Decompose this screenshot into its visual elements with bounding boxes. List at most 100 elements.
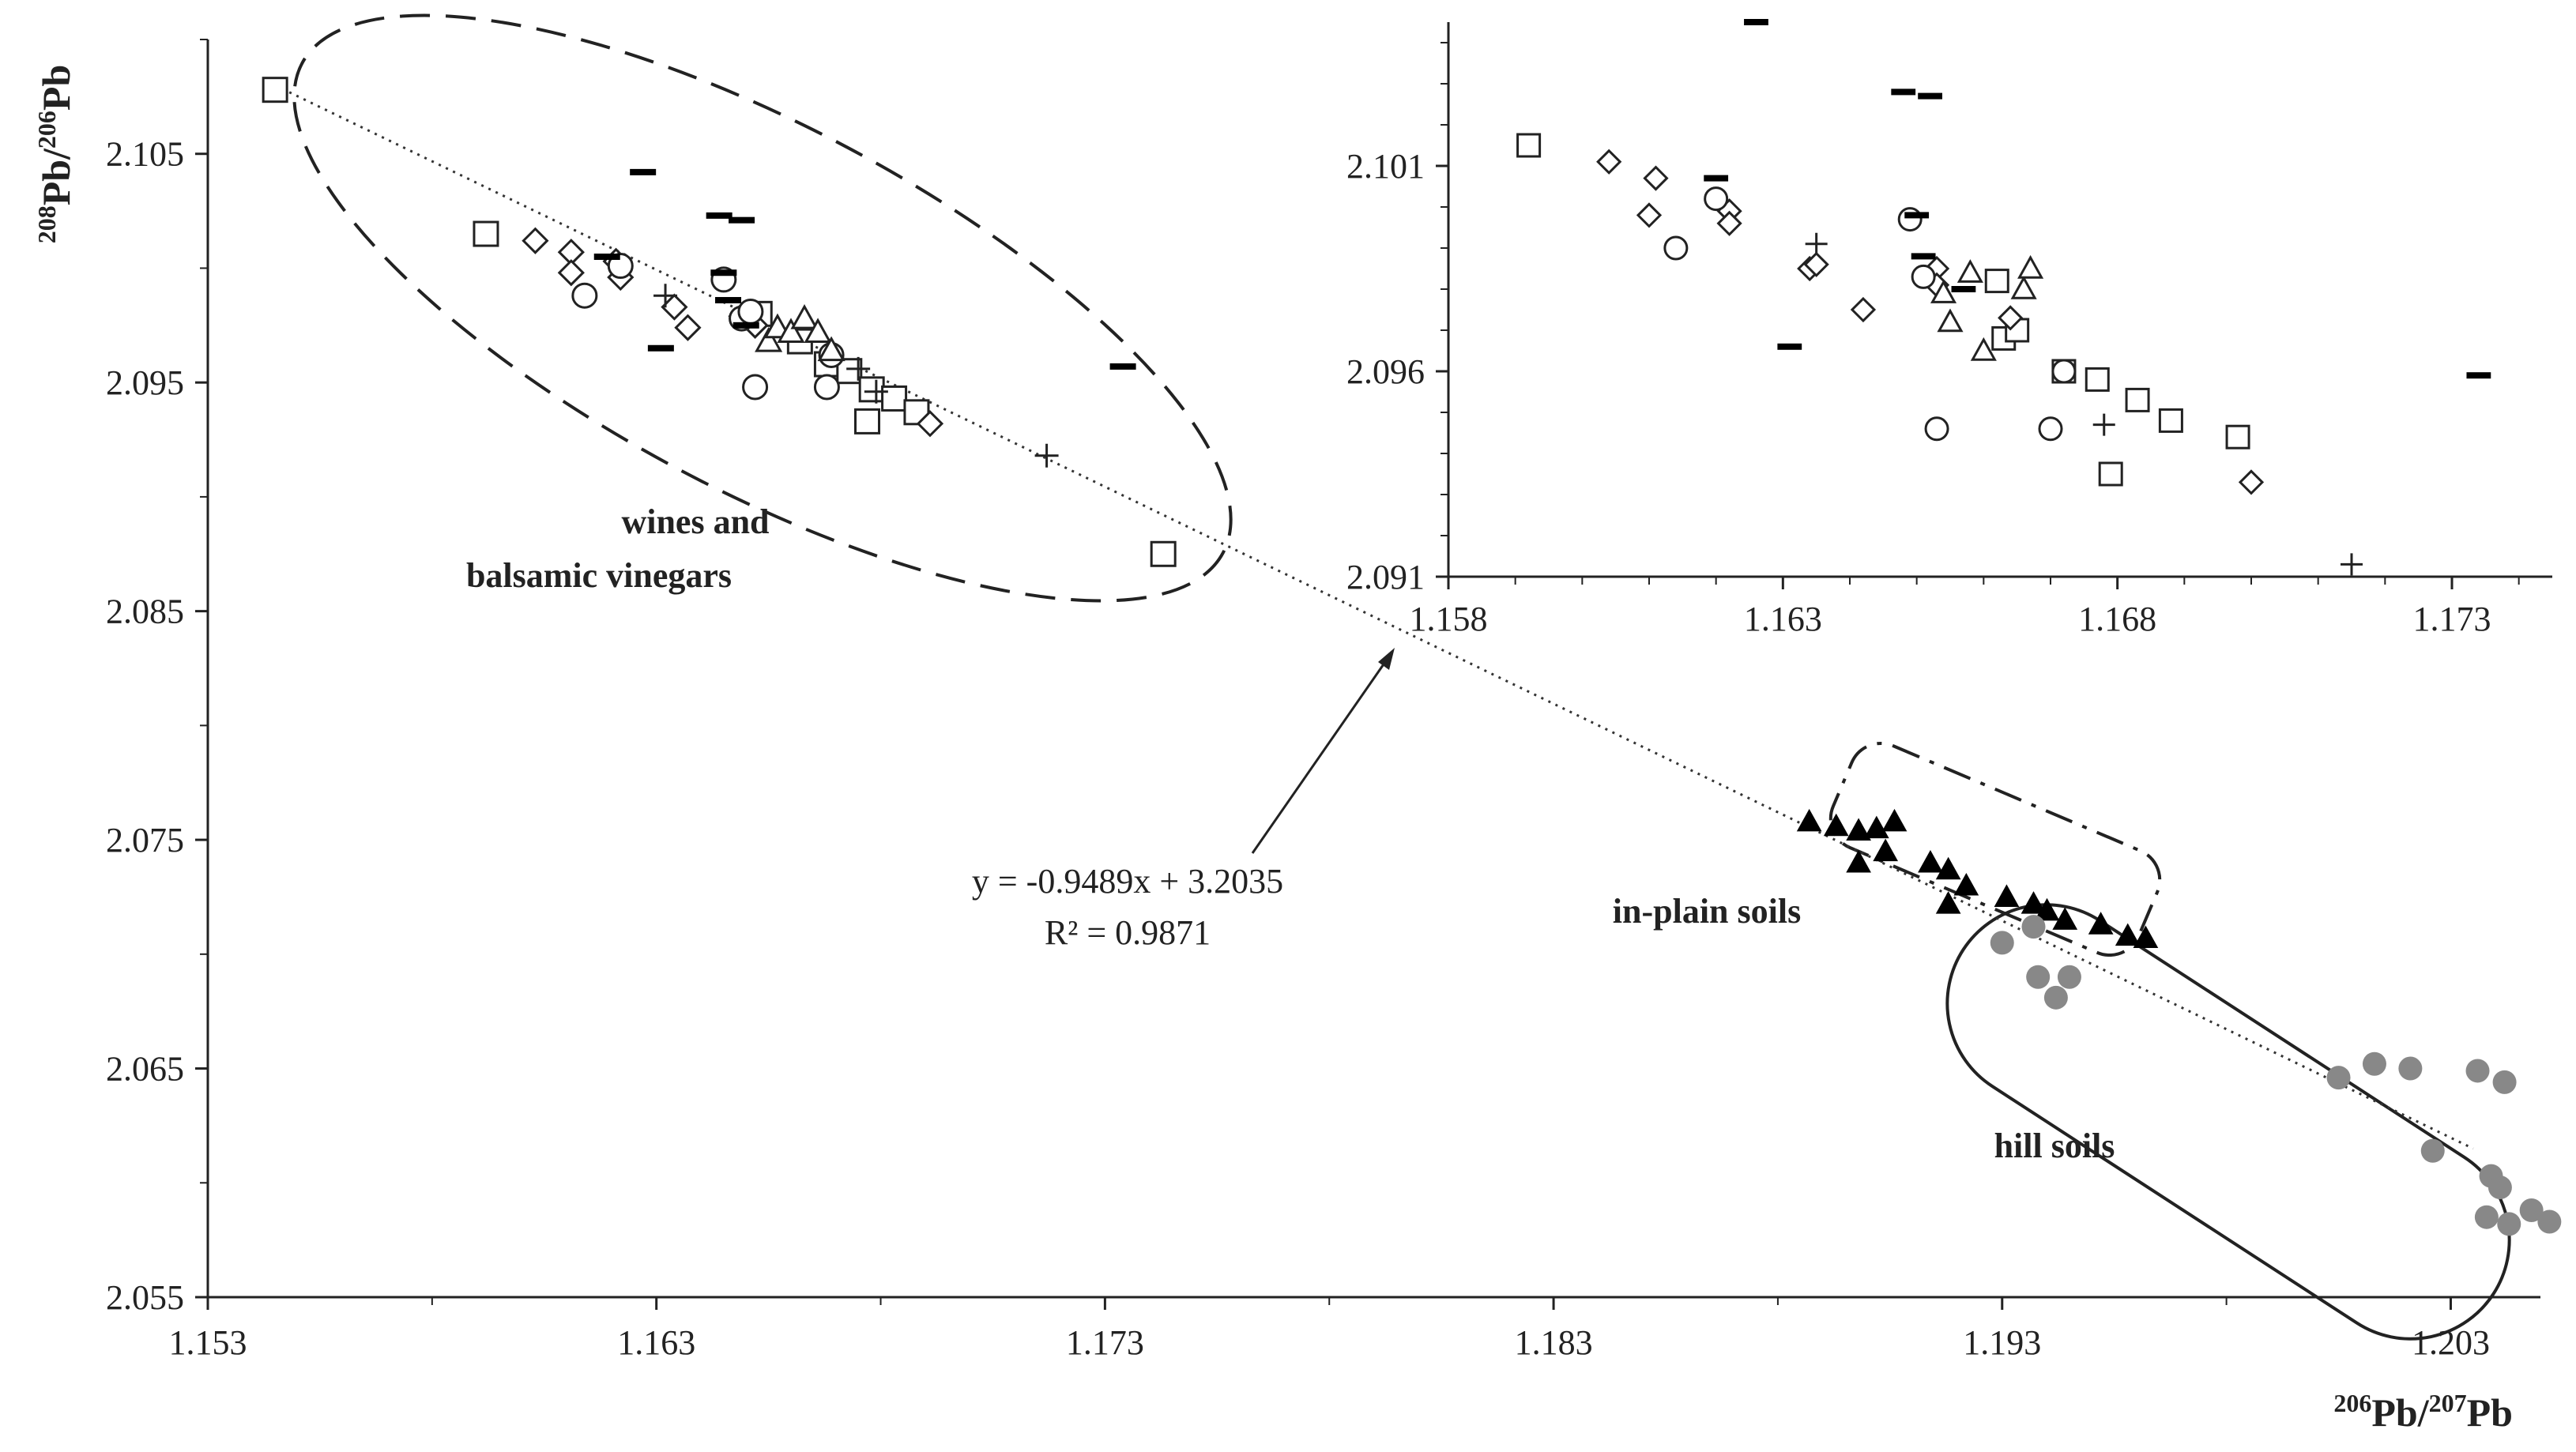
open-diamond-point-94 bbox=[1643, 165, 1669, 191]
open-square-point-89 bbox=[2125, 387, 2150, 412]
bar-point-127 bbox=[1951, 286, 1976, 292]
open-square-point-1 bbox=[473, 220, 499, 247]
open-circle-point-106 bbox=[1663, 235, 1689, 261]
filled-circle-point-76 bbox=[2492, 1070, 2517, 1094]
open-square-point-7 bbox=[881, 385, 908, 412]
inset-y-tick-label: 2.101 bbox=[1346, 147, 1425, 186]
filled-triangle-point-52 bbox=[1881, 808, 1908, 832]
open-triangle-point-34 bbox=[817, 336, 845, 362]
filled-circle-point-78 bbox=[2487, 1176, 2512, 1200]
bar-point-47 bbox=[1109, 363, 1136, 370]
open-circle-point-26 bbox=[742, 374, 769, 401]
wines-label-line1: wines and bbox=[621, 502, 769, 541]
open-triangle-point-29 bbox=[755, 326, 783, 352]
open-circle-point-105 bbox=[1704, 186, 1729, 212]
plus-point-37 bbox=[864, 379, 888, 404]
open-circle-point-21 bbox=[607, 253, 634, 280]
main-y-tick-label: 2.075 bbox=[106, 821, 184, 860]
open-triangle-point-112 bbox=[1930, 280, 1957, 303]
filled-circle-point-82 bbox=[2537, 1209, 2562, 1234]
main-points bbox=[262, 77, 2562, 1236]
r-squared-label: R² = 0.9871 bbox=[1045, 913, 1211, 952]
inset-y-tick-label: 2.091 bbox=[1346, 558, 1425, 596]
open-triangle-point-115 bbox=[1970, 337, 1997, 361]
open-square-point-83 bbox=[1516, 133, 1542, 158]
bar-point-125 bbox=[1904, 212, 1930, 219]
open-diamond-point-104 bbox=[2238, 469, 2265, 495]
hill-soils-region-box bbox=[1945, 903, 2511, 1341]
bar-point-40 bbox=[706, 212, 733, 219]
equation-arrow-head bbox=[1378, 648, 1395, 670]
open-circle-point-25 bbox=[737, 298, 764, 325]
main-y-tick-label: 2.065 bbox=[106, 1050, 184, 1089]
open-diamond-point-97 bbox=[1716, 210, 1742, 236]
open-circle-point-108 bbox=[1911, 264, 1936, 289]
open-circle-point-109 bbox=[1924, 416, 1949, 442]
main-x-tick-label: 1.193 bbox=[1963, 1323, 2041, 1362]
filled-triangle-point-61 bbox=[2034, 897, 2060, 921]
open-square-point-90 bbox=[2158, 408, 2183, 433]
bar-point-43 bbox=[715, 296, 742, 303]
bar-point-123 bbox=[1918, 92, 1942, 100]
open-square-point-9 bbox=[854, 408, 881, 434]
inset-x-tick-label: 1.163 bbox=[1744, 600, 1822, 638]
bar-point-39 bbox=[630, 168, 657, 175]
open-diamond-point-95 bbox=[1636, 202, 1663, 228]
open-triangle-point-32 bbox=[790, 304, 819, 329]
y-axis-title: 208Pb/206Pb bbox=[32, 65, 78, 244]
bar-point-128 bbox=[1777, 343, 1802, 350]
filled-circle-point-69 bbox=[2057, 965, 2081, 989]
main-y-tick-label: 2.055 bbox=[106, 1278, 184, 1317]
inset-axis-lines bbox=[1447, 22, 2552, 578]
filled-triangle-point-56 bbox=[1935, 856, 1961, 880]
open-triangle-point-114 bbox=[1937, 308, 1964, 333]
inset-plot-area: 1.158 1.163 1.168 1.173 2.091 2.096 2.101 bbox=[1346, 22, 2552, 638]
filled-triangle-point-50 bbox=[1846, 818, 1871, 841]
plus-point-36 bbox=[846, 356, 871, 381]
main-y-tick-label: 2.085 bbox=[106, 592, 184, 631]
filled-triangle-point-57 bbox=[1953, 872, 1979, 896]
main-y-tick-label: 2.105 bbox=[106, 135, 184, 174]
inset-x-tick-label: 1.158 bbox=[1410, 600, 1488, 638]
main-x-tick-label: 1.163 bbox=[617, 1323, 695, 1362]
filled-circle-point-73 bbox=[2398, 1056, 2423, 1081]
filled-circle-point-79 bbox=[2474, 1205, 2499, 1229]
filled-circle-point-71 bbox=[2326, 1066, 2351, 1090]
filled-triangle-point-60 bbox=[2021, 891, 2047, 914]
open-square-point-91 bbox=[2225, 424, 2250, 450]
plus-point-35 bbox=[653, 284, 678, 308]
filled-triangle-point-49 bbox=[1823, 813, 1849, 837]
filled-triangle-point-62 bbox=[2052, 907, 2078, 930]
plus-point-119 bbox=[2092, 413, 2115, 436]
open-square-point-6 bbox=[858, 376, 885, 403]
open-square-point-10 bbox=[1150, 540, 1177, 567]
open-circle-point-110 bbox=[2038, 416, 2063, 442]
filled-circle-point-67 bbox=[2026, 965, 2051, 989]
in-plain-soils-region-box bbox=[1828, 741, 2162, 957]
filled-circle-point-70 bbox=[2021, 915, 2046, 939]
open-diamond-point-11 bbox=[522, 227, 549, 254]
equation-label: y = -0.9489x + 3.2035 bbox=[972, 862, 1283, 901]
bar-point-121 bbox=[1744, 19, 1768, 25]
filled-circle-point-74 bbox=[2420, 1138, 2445, 1163]
inset-x-tick-label: 1.168 bbox=[2078, 600, 2156, 638]
bar-point-122 bbox=[1891, 88, 1916, 96]
filled-circle-point-68 bbox=[2043, 985, 2068, 1010]
bar-point-124 bbox=[1704, 175, 1729, 182]
main-plot-area: 1.153 1.163 1.173 1.183 1.193 1.2032.0552.065… bbox=[106, 39, 2540, 1362]
filled-circle-point-80 bbox=[2497, 1212, 2521, 1236]
bar-point-42 bbox=[710, 269, 737, 276]
main-x-tick-label: 1.153 bbox=[169, 1323, 247, 1362]
x-axis-title: 206Pb/207Pb bbox=[2333, 1389, 2513, 1435]
main-x-tick-label: 1.183 bbox=[1515, 1323, 1593, 1362]
bar-point-129 bbox=[2466, 372, 2491, 379]
wines-label-line2: balsamic vinegars bbox=[466, 556, 732, 595]
filled-triangle-point-63 bbox=[2088, 912, 2114, 935]
equation-arrow bbox=[1251, 651, 1394, 854]
filled-circle-point-66 bbox=[1990, 931, 2014, 955]
inset-y-tick-label: 2.096 bbox=[1346, 352, 1425, 391]
open-triangle-point-31 bbox=[777, 318, 805, 344]
open-diamond-point-20 bbox=[916, 410, 944, 438]
filled-circle-point-75 bbox=[2465, 1059, 2490, 1083]
